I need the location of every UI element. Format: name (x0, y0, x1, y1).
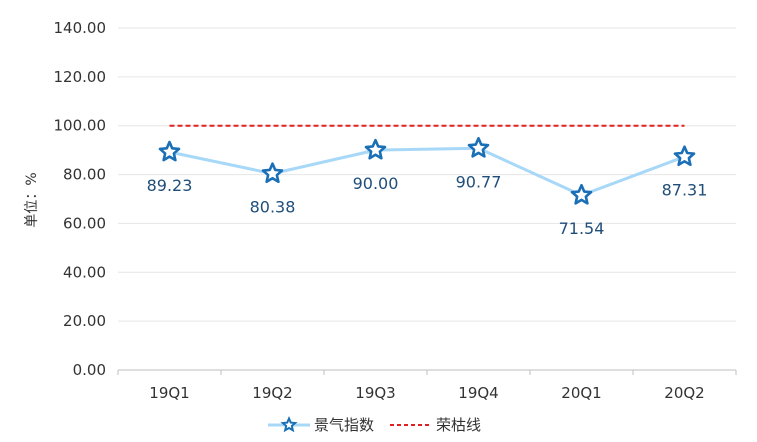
y-tick-label: 20.00 (63, 312, 106, 330)
x-tick-label: 19Q4 (458, 384, 498, 402)
y-tick-label: 40.00 (63, 263, 106, 281)
data-label: 90.77 (456, 172, 502, 191)
legend-label-rongku: 荣枯线 (436, 416, 481, 434)
data-label: 89.23 (147, 176, 193, 195)
data-point-star (570, 183, 593, 205)
x-tick-label: 19Q2 (252, 384, 292, 402)
legend-star-icon (280, 415, 298, 433)
x-tick-label: 19Q3 (355, 384, 395, 402)
x-tick-label: 20Q1 (561, 384, 601, 402)
legend: 景气指数 荣枯线 (268, 415, 481, 434)
data-label: 87.31 (662, 181, 708, 200)
y-tick-label: 80.00 (63, 166, 106, 184)
data-point-star (261, 162, 284, 184)
y-tick-label: 60.00 (63, 214, 106, 232)
data-label: 80.38 (250, 198, 296, 217)
x-tick-label: 20Q2 (664, 384, 704, 402)
y-tick-label: 140.00 (54, 19, 107, 37)
x-axis-ticks: 19Q1 19Q2 19Q3 19Q4 20Q1 20Q2 (117, 370, 737, 402)
y-tick-label: 120.00 (54, 68, 107, 86)
y-tick-label: 0.00 (73, 361, 106, 379)
legend-label-jingqi: 景气指数 (314, 416, 374, 434)
y-tick-label: 100.00 (54, 117, 107, 135)
series-line-jingqi (169, 146, 686, 197)
x-tick-label: 19Q1 (149, 384, 189, 402)
data-point-star (673, 145, 696, 167)
data-label: 90.00 (353, 174, 399, 193)
gridlines (118, 27, 736, 371)
series-layer (158, 124, 696, 205)
y-axis-label: 单位：% (24, 172, 40, 227)
data-point-star (467, 136, 490, 158)
y-axis-ticks: 0.00 20.00 40.00 60.00 80.00 100.00 120.00 140.… (54, 19, 107, 379)
data-point-star (158, 140, 181, 162)
data-label: 71.54 (559, 219, 605, 238)
data-labels: 89.23 80.38 90.00 90.77 71.54 87.31 (147, 172, 708, 238)
data-point-star (364, 138, 387, 160)
